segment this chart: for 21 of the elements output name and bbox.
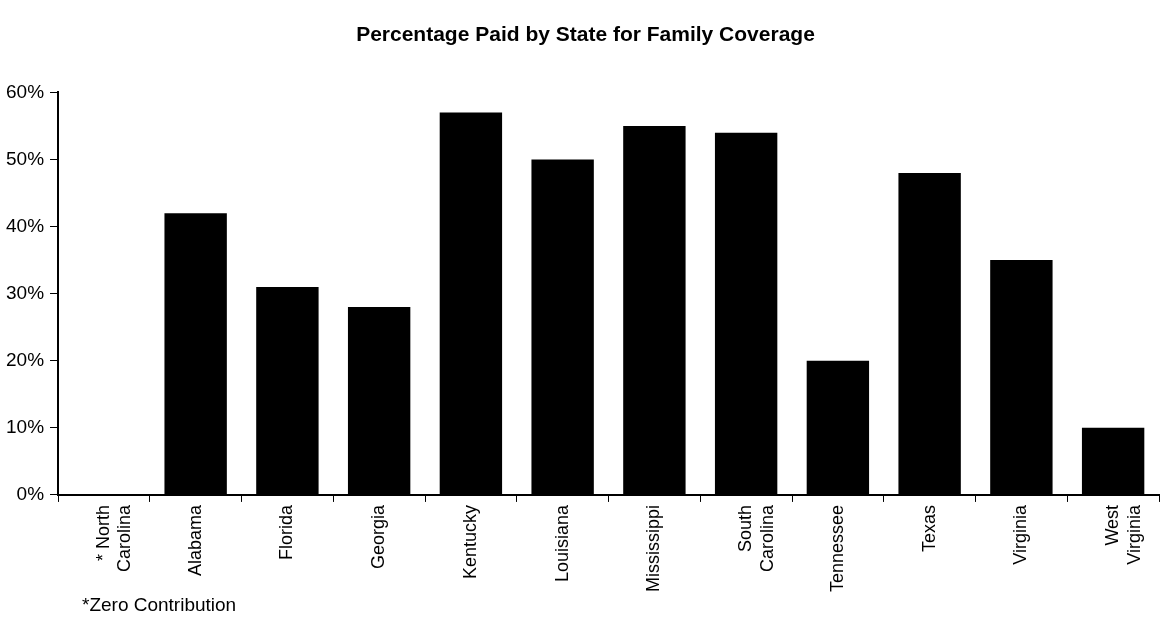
y-tick-label: 0% <box>16 483 45 505</box>
x-tick-label: * North Carolina <box>92 503 135 572</box>
y-tick-label: 40% <box>6 214 45 236</box>
x-tick-label: Alabama <box>184 503 205 576</box>
x-tick-label: Louisiana <box>551 503 572 582</box>
y-tick-label: 20% <box>6 348 45 370</box>
x-tick-label: Texas <box>918 504 939 552</box>
x-tick-label: Tennessee <box>826 504 847 593</box>
x-tick-label: Georgia <box>368 503 389 569</box>
y-tick-label: 60% <box>6 80 45 102</box>
chart-title: Percentage Paid by State for Family Coverage <box>355 22 816 46</box>
x-tick-label: West Virginia <box>1102 503 1144 565</box>
x-tick-label: Florida <box>276 503 297 560</box>
x-tick-label: Virginia <box>1010 503 1031 565</box>
x-tick-label: Kentucky <box>459 504 480 579</box>
y-tick-label: 10% <box>6 416 45 438</box>
y-tick-label: 50% <box>6 147 45 169</box>
x-tick-label: South Carolina <box>735 503 777 572</box>
text: *Zero Contribution <box>82 594 237 616</box>
x-tick-label: Mississippi <box>643 504 664 592</box>
y-tick-label: 30% <box>6 281 45 303</box>
